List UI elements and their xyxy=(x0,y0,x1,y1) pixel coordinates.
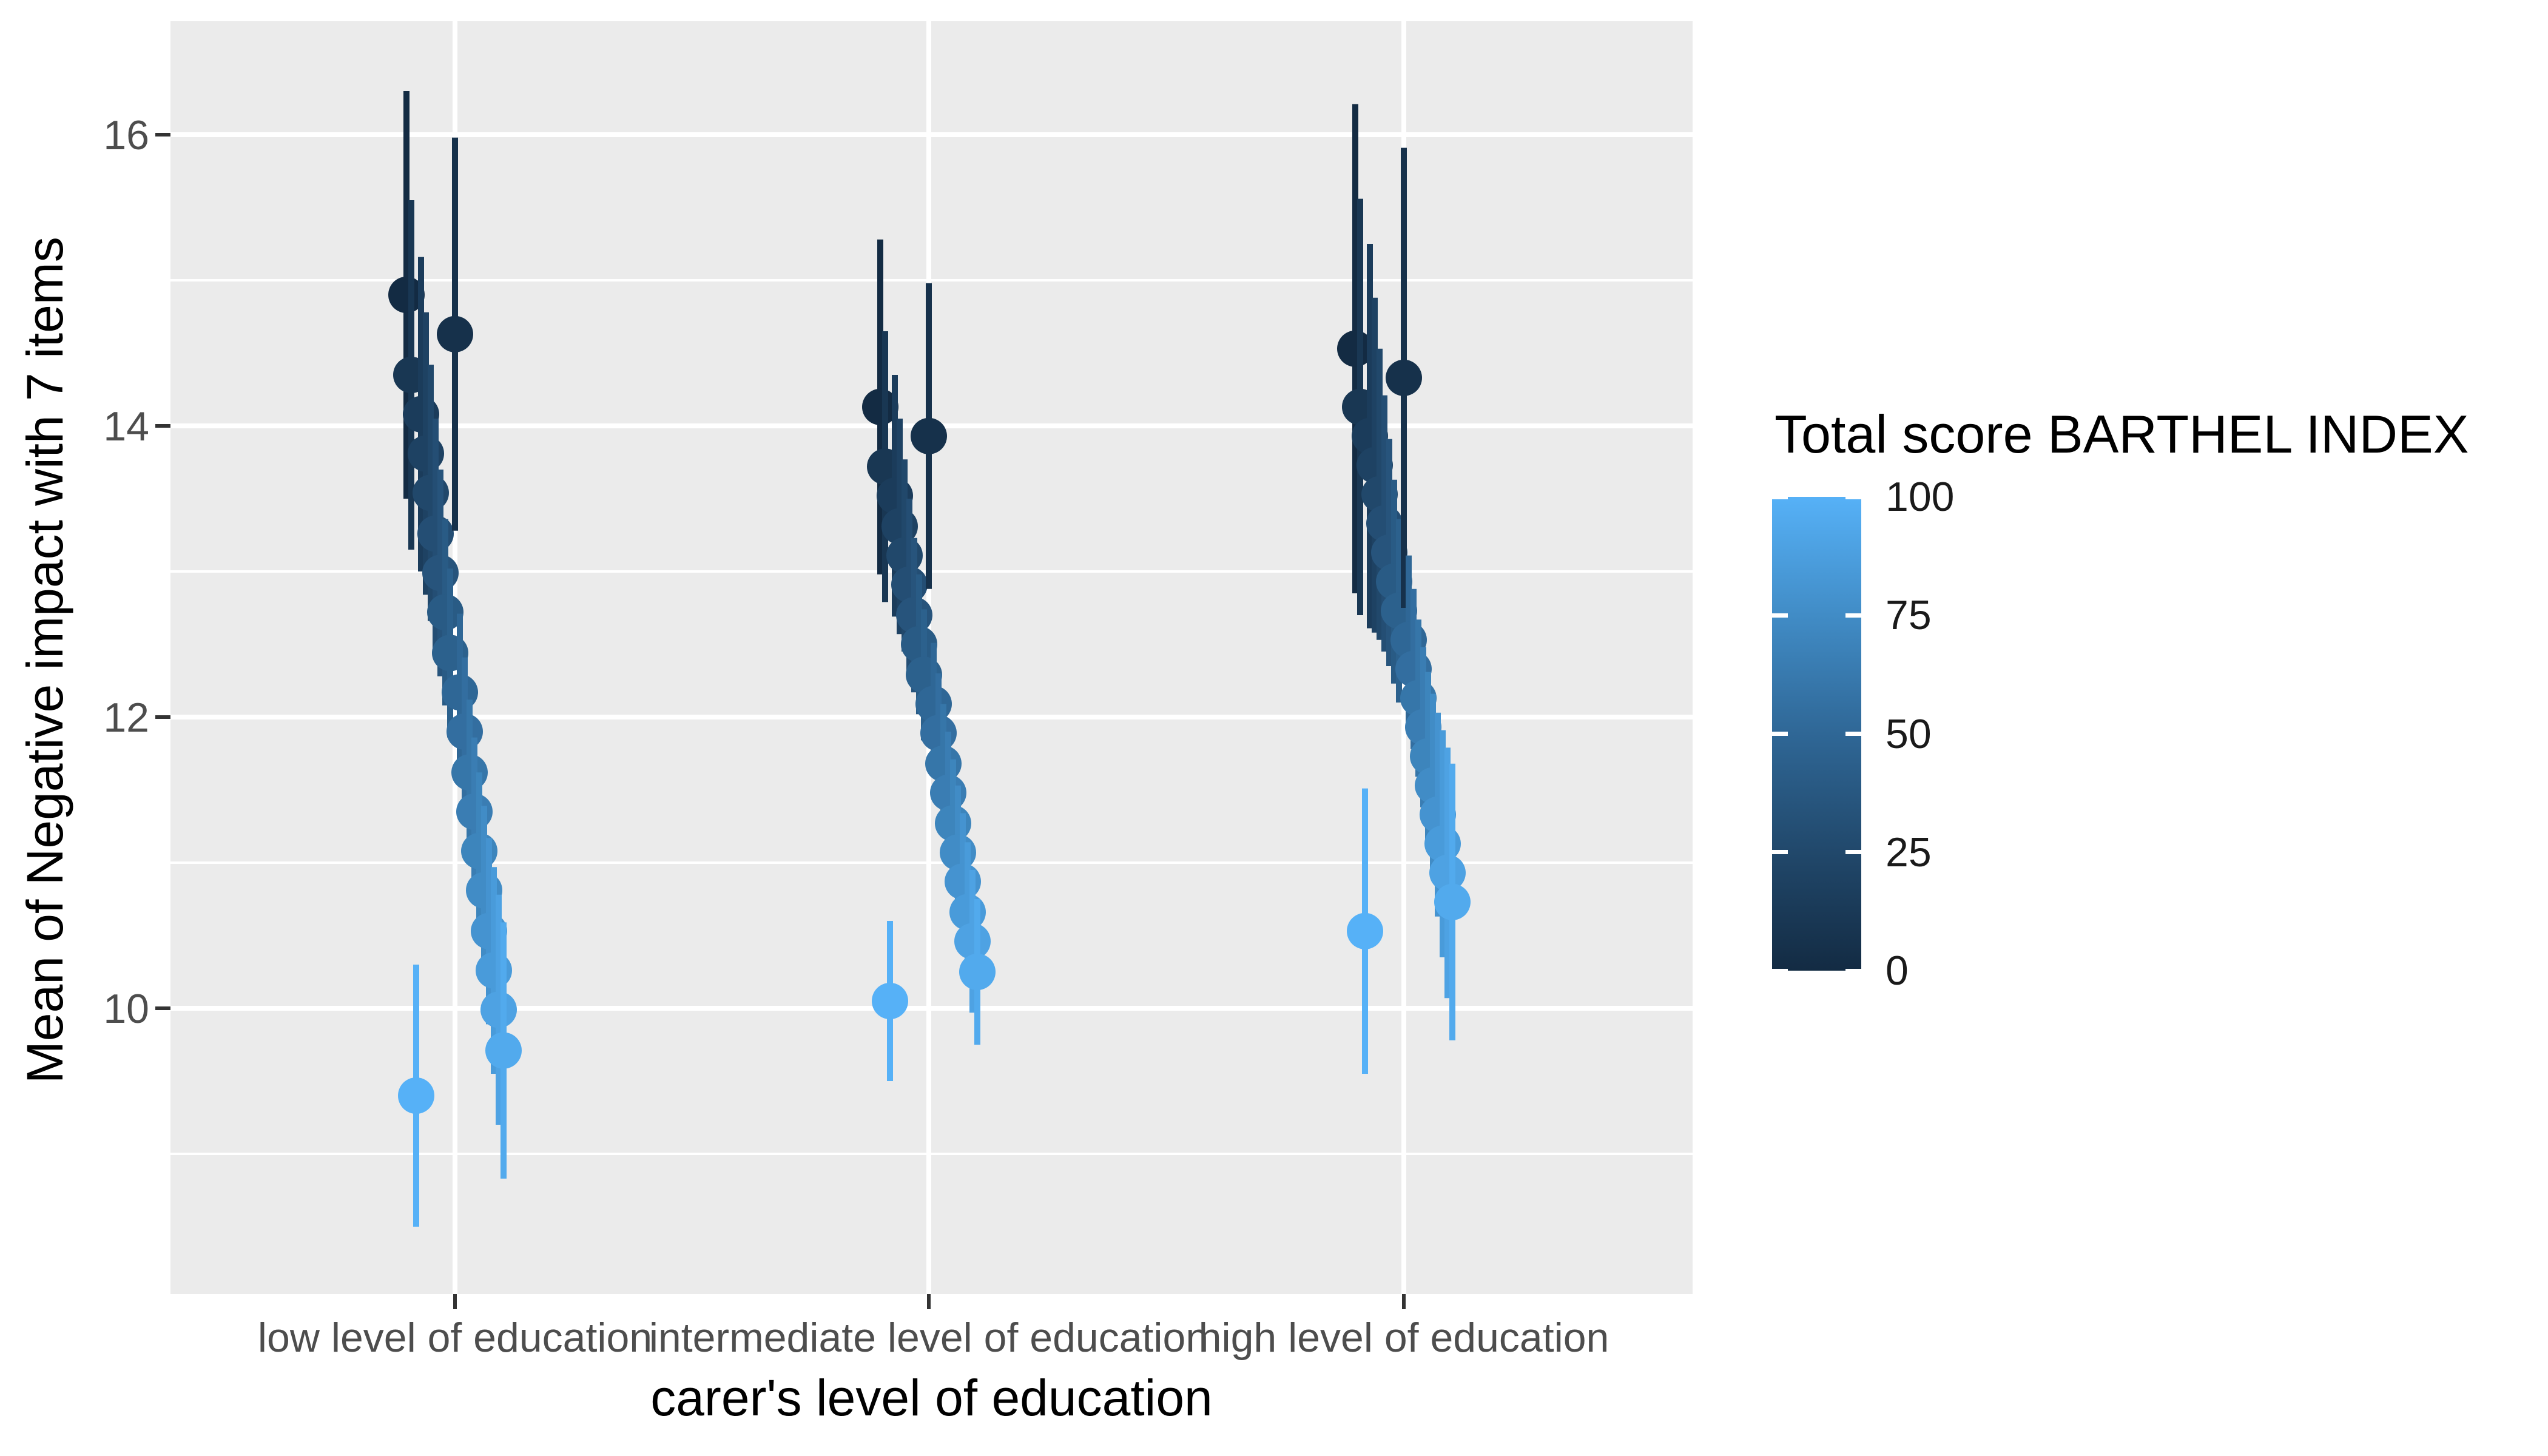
x-axis-title: carer's level of education xyxy=(650,1369,1213,1426)
x-category-label: high level of education xyxy=(1199,1315,1609,1361)
data-point xyxy=(911,417,947,454)
y-axis-title: Mean of Negative impact with 7 items xyxy=(16,237,73,1084)
y-tick-label: 10 xyxy=(103,986,149,1032)
x-category-label: low level of education xyxy=(258,1315,652,1361)
y-tick-label: 14 xyxy=(103,403,149,450)
y-tick-label: 12 xyxy=(103,695,149,741)
data-point xyxy=(437,315,473,352)
data-point xyxy=(872,983,908,1019)
data-point xyxy=(1434,883,1471,920)
y-tick-label: 16 xyxy=(103,112,149,158)
data-point xyxy=(901,626,937,662)
data-point xyxy=(1386,359,1422,396)
data-point xyxy=(427,594,463,631)
data-point xyxy=(1337,330,1373,367)
data-point xyxy=(388,277,425,313)
data-point xyxy=(485,1032,522,1069)
data-point xyxy=(480,991,517,1028)
data-point xyxy=(862,388,898,425)
data-point xyxy=(1347,912,1383,949)
x-category-label: intermediate level of education xyxy=(649,1315,1208,1361)
data-point xyxy=(954,923,991,960)
data-point xyxy=(1429,854,1466,891)
data-point xyxy=(959,954,996,990)
data-point xyxy=(398,1077,434,1114)
